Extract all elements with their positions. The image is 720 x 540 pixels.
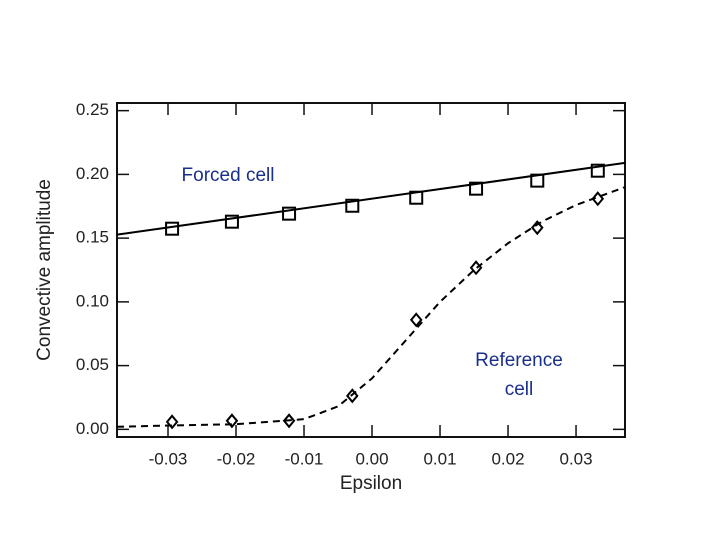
x-tick-label: 0.00 xyxy=(355,449,388,468)
data-point xyxy=(224,214,239,229)
x-tick-label: 0.01 xyxy=(423,449,456,468)
data-point xyxy=(165,414,179,430)
y-tick-label: 0.00 xyxy=(76,419,109,438)
x-tick-label: -0.02 xyxy=(217,449,256,468)
data-point xyxy=(345,198,360,213)
x-tick-label: -0.01 xyxy=(285,449,324,468)
annotation: Reference xyxy=(475,350,563,371)
data-point xyxy=(590,163,605,178)
fit-curve xyxy=(117,186,625,428)
y-tick-label: 0.05 xyxy=(76,355,109,374)
plot-frame xyxy=(116,102,626,438)
annotation: cell xyxy=(505,379,534,400)
y-tick-label: 0.25 xyxy=(76,100,109,119)
annotation: Forced cell xyxy=(182,165,275,186)
data-point xyxy=(165,221,180,236)
x-axis-title: Epsilon xyxy=(340,473,402,494)
y-tick-label: 0.15 xyxy=(76,228,109,247)
y-axis-title: Convective amplitude xyxy=(34,179,55,361)
data-point xyxy=(530,220,544,236)
y-tick-label: 0.20 xyxy=(76,164,109,183)
data-point xyxy=(591,191,605,207)
y-tick-label: 0.10 xyxy=(76,291,109,310)
data-point xyxy=(282,413,296,429)
x-tick-label: 0.02 xyxy=(491,449,524,468)
data-point xyxy=(530,173,545,188)
data-point xyxy=(469,181,484,196)
data-point xyxy=(469,260,483,276)
data-point xyxy=(409,312,423,328)
data-point xyxy=(282,206,297,221)
data-point xyxy=(225,413,239,429)
x-tick-label: 0.03 xyxy=(559,449,592,468)
data-point xyxy=(409,190,424,205)
data-point xyxy=(345,388,359,404)
x-tick-label: -0.03 xyxy=(149,449,188,468)
